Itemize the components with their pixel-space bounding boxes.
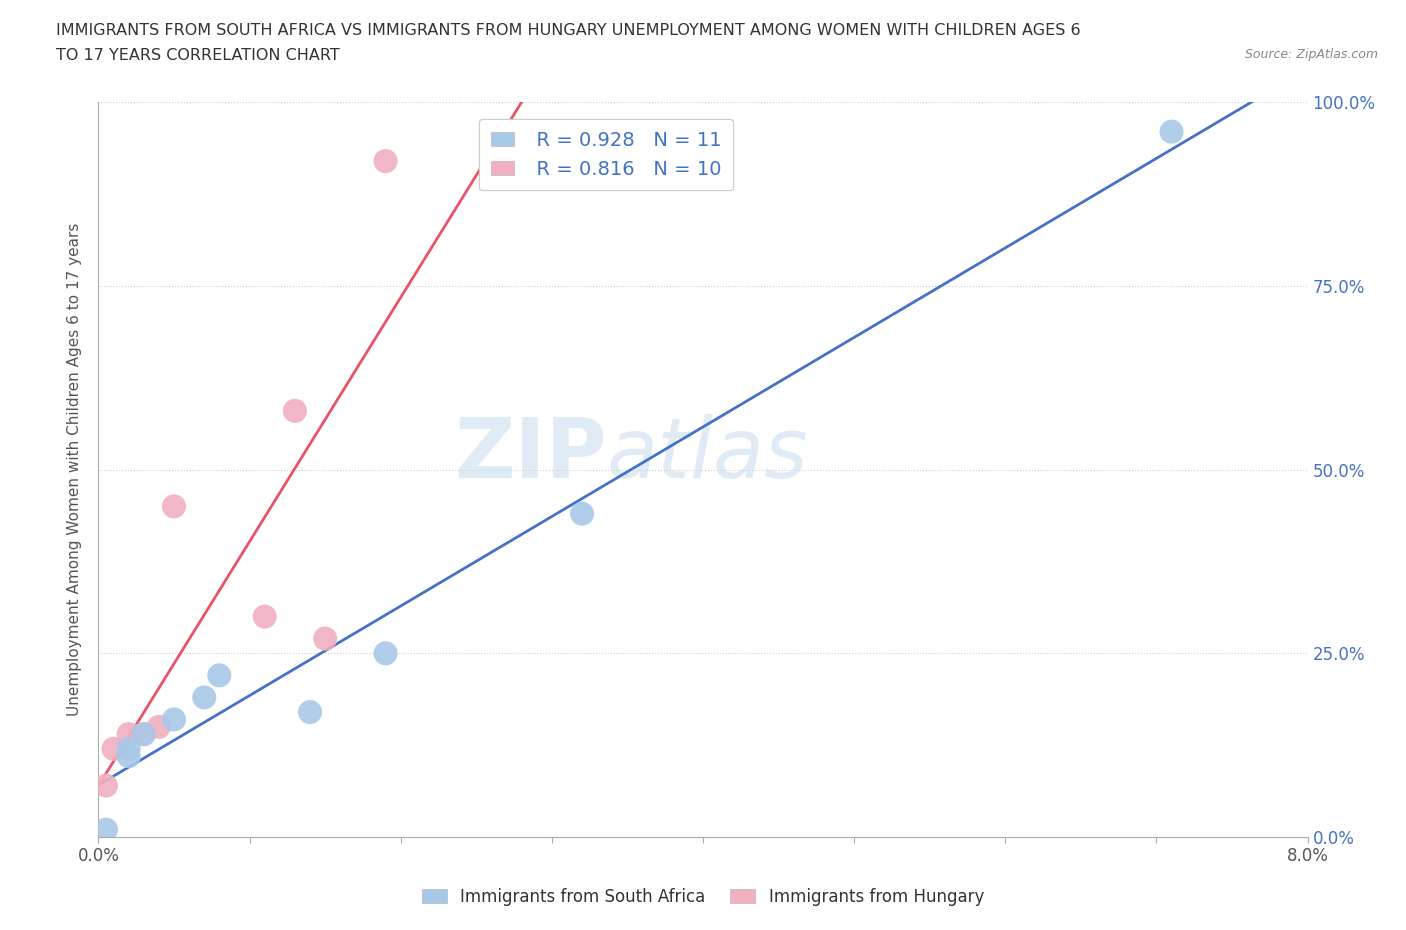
Point [208,668,231,683]
Point [132,726,155,741]
Point [148,720,170,735]
Text: TO 17 YEARS CORRELATION CHART: TO 17 YEARS CORRELATION CHART [56,48,340,63]
Point [299,705,322,720]
Point [118,741,141,756]
Point [163,498,186,513]
Point [193,690,215,705]
Point [163,712,186,727]
Point [571,506,593,521]
Text: ZIP: ZIP [454,415,606,496]
Text: IMMIGRANTS FROM SOUTH AFRICA VS IMMIGRANTS FROM HUNGARY UNEMPLOYMENT AMONG WOMEN: IMMIGRANTS FROM SOUTH AFRICA VS IMMIGRAN… [56,23,1081,38]
Text: Source: ZipAtlas.com: Source: ZipAtlas.com [1244,48,1378,61]
Point [1160,125,1182,140]
Legend: Immigrants from South Africa, Immigrants from Hungary: Immigrants from South Africa, Immigrants… [415,881,991,912]
Point [374,153,396,168]
Text: atlas: atlas [606,415,808,496]
Point [284,404,307,418]
Point [253,609,276,624]
Point [94,822,117,837]
Legend:   R = 0.928   N = 11,   R = 0.816   N = 10: R = 0.928 N = 11, R = 0.816 N = 10 [479,119,734,191]
Y-axis label: Unemployment Among Women with Children Ages 6 to 17 years: Unemployment Among Women with Children A… [67,223,83,716]
Point [118,726,141,741]
Point [118,749,141,764]
Point [94,778,117,793]
Point [314,631,336,646]
Point [374,646,396,661]
Point [132,726,155,741]
Point [103,741,125,756]
